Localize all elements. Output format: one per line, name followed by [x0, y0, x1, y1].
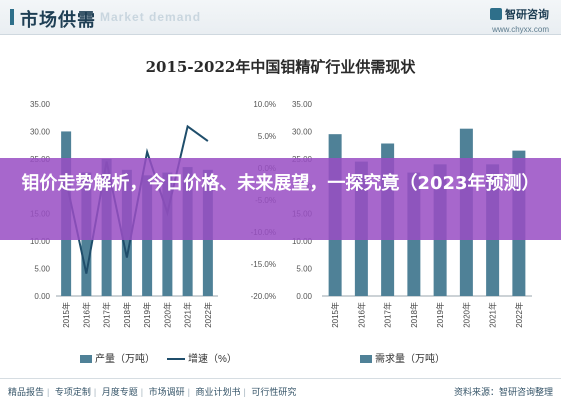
y-left-tick-label: 10.00	[30, 237, 51, 246]
legend-line-swatch	[167, 358, 185, 361]
footer-links: 精品报告 | 专项定制 | 月度专题 | 市场调研 | 商业计划书 | 可行性研究	[8, 387, 297, 397]
legend-demand: 需求量（万吨）	[360, 350, 445, 365]
section-header: 市场供需 Market demand 智研咨询 www.chyxx.com	[0, 0, 561, 35]
x-tick-label: 2015年	[61, 302, 71, 328]
brand-logo-icon	[490, 7, 502, 20]
x-tick-label: 2017年	[102, 302, 112, 328]
x-tick-label: 2021年	[183, 302, 193, 328]
y-tick-label: 35.00	[292, 100, 313, 109]
footer-link[interactable]: 精品报告	[8, 387, 45, 397]
x-tick-label: 2019年	[435, 302, 445, 328]
footer-link[interactable]: 商业计划书	[195, 387, 241, 397]
x-tick-label: 2016年	[356, 302, 366, 328]
x-tick-label: 2019年	[142, 302, 152, 328]
y-right-tick-label: 5.0%	[258, 132, 276, 141]
y-right-tick-label: 10.0%	[253, 100, 276, 109]
y-right-tick-label: -20.0%	[251, 292, 276, 301]
section-title: 市场供需	[20, 10, 96, 31]
y-left-tick-label: 35.00	[30, 100, 51, 109]
x-tick-label: 2020年	[162, 302, 172, 328]
y-tick-label: 30.00	[292, 127, 313, 136]
legend-demand-swatch	[360, 355, 372, 364]
headline-text: 钼价走势解析，今日价格、未来展望，一探究竟（2023年预测）	[21, 173, 540, 194]
y-left-tick-label: 0.00	[34, 292, 50, 301]
x-tick-label: 2020年	[461, 302, 471, 328]
chart-title: 2015-2022年中国钼精矿行业供需现状	[145, 58, 416, 76]
footer-link[interactable]: 可行性研究	[251, 387, 297, 397]
brand-name: 智研咨询	[505, 8, 549, 21]
y-left-tick-label: 30.00	[30, 127, 51, 136]
footer-link[interactable]: 月度专题	[101, 387, 138, 397]
y-tick-label: 0.00	[296, 292, 312, 301]
x-tick-label: 2021年	[488, 302, 498, 328]
y-right-tick-label: -15.0%	[251, 260, 276, 269]
footer-link[interactable]: 专项定制	[54, 387, 91, 397]
x-tick-label: 2017年	[383, 302, 393, 328]
y-tick-label: 10.00	[292, 237, 313, 246]
x-tick-label: 2022年	[514, 302, 524, 328]
footer-source: 资料来源：智研咨询整理	[453, 387, 553, 397]
y-tick-label: 5.00	[296, 265, 312, 274]
x-tick-label: 2015年	[330, 302, 340, 328]
brand-url: www.chyxx.com	[492, 25, 549, 34]
x-tick-label: 2018年	[409, 302, 419, 328]
x-tick-label: 2022年	[203, 302, 213, 328]
legend-production: 产量（万吨） 增速（%）	[80, 350, 237, 365]
section-marker	[10, 9, 14, 25]
y-left-tick-label: 5.00	[34, 265, 50, 274]
x-tick-label: 2016年	[81, 302, 91, 328]
legend-demand-label: 需求量（万吨）	[375, 354, 445, 365]
footer-link[interactable]: 市场调研	[148, 387, 185, 397]
legend-growth-label: 增速（%）	[188, 354, 237, 365]
brand-block: 智研咨询 www.chyxx.com	[490, 5, 549, 34]
legend-production-label: 产量（万吨）	[95, 354, 155, 365]
x-tick-label: 2018年	[122, 302, 132, 328]
headline-banner: 钼价走势解析，今日价格、未来展望，一探究竟（2023年预测）	[0, 158, 561, 240]
legend-bar-swatch	[80, 355, 92, 364]
footer-bar: 精品报告 | 专项定制 | 月度专题 | 市场调研 | 商业计划书 | 可行性研究 资料来…	[0, 378, 561, 401]
section-watermark: Market demand	[100, 10, 202, 24]
